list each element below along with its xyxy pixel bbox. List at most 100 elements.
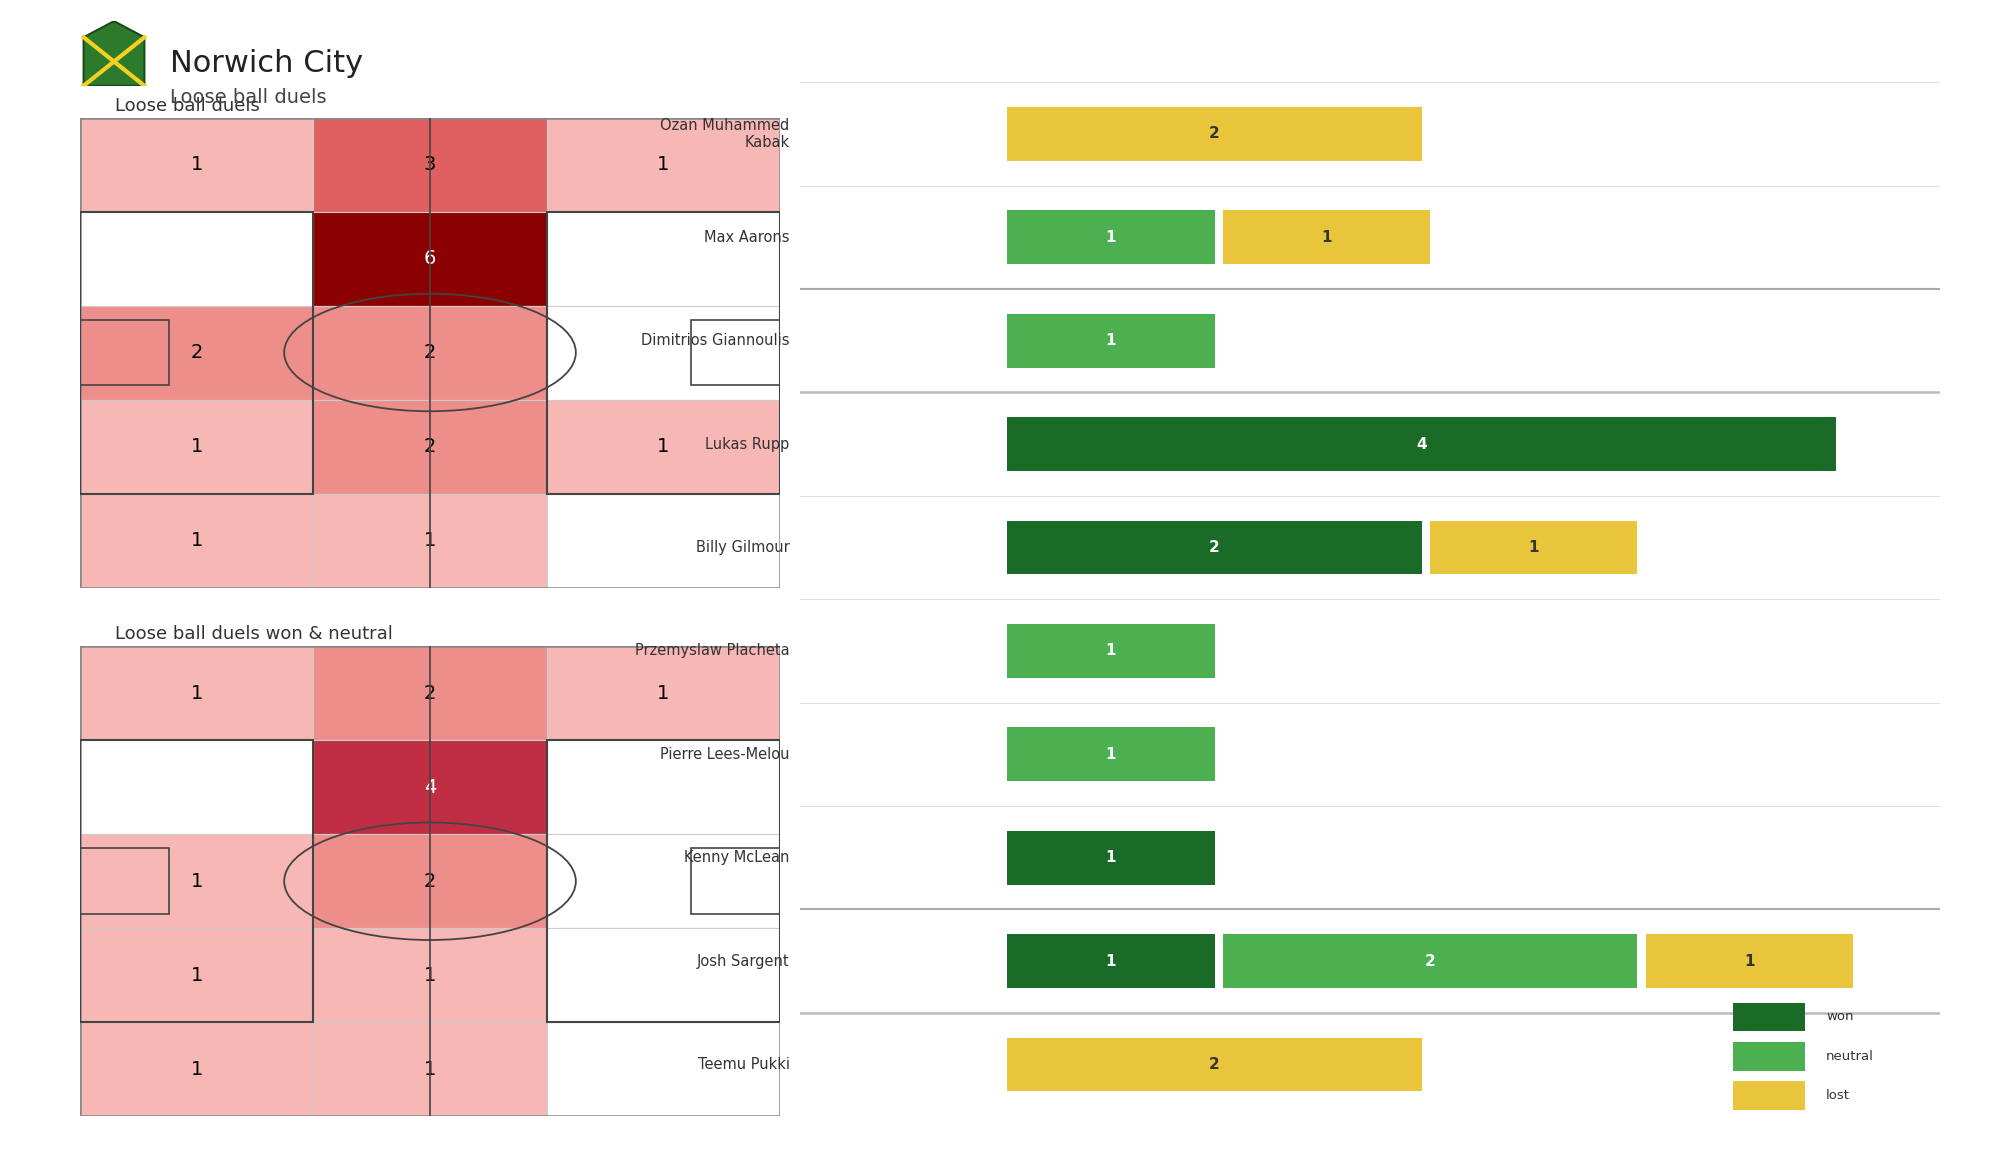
Bar: [546, 118, 780, 212]
Bar: [314, 118, 546, 212]
Text: lost: lost: [1826, 1089, 1850, 1102]
Bar: [314, 212, 546, 306]
Bar: [80, 740, 314, 834]
Text: Kenny McLean: Kenny McLean: [684, 851, 790, 865]
Bar: [1008, 210, 1214, 264]
Bar: [1646, 934, 1852, 988]
Text: Dimitrios Giannoulis: Dimitrios Giannoulis: [642, 334, 790, 348]
Text: 1: 1: [190, 155, 202, 174]
Bar: [546, 646, 780, 740]
Text: 2: 2: [1210, 127, 1220, 141]
Bar: [1732, 1081, 1806, 1110]
Bar: [546, 212, 780, 306]
Text: Ozan Muhammed
Kabak: Ozan Muhammed Kabak: [660, 118, 790, 150]
Text: 1: 1: [658, 684, 670, 703]
Bar: [80, 320, 168, 385]
Bar: [1008, 934, 1214, 988]
Bar: [546, 400, 780, 494]
Bar: [1732, 1042, 1806, 1070]
Text: Loose ball duels: Loose ball duels: [116, 96, 260, 114]
Text: 1: 1: [1322, 230, 1332, 244]
Text: 1: 1: [1106, 644, 1116, 658]
Text: 1: 1: [1106, 230, 1116, 244]
Bar: [1008, 107, 1422, 161]
Bar: [1008, 1038, 1422, 1092]
Bar: [80, 306, 314, 400]
Bar: [1008, 417, 1836, 471]
Bar: [80, 400, 314, 494]
Text: 1: 1: [190, 1060, 202, 1079]
Text: 1: 1: [190, 684, 202, 703]
Text: 2: 2: [190, 343, 202, 362]
Text: 1: 1: [1106, 954, 1116, 968]
Bar: [1008, 314, 1214, 368]
Bar: [1222, 934, 1638, 988]
Text: Norwich City: Norwich City: [170, 49, 364, 78]
Bar: [1008, 831, 1214, 885]
Text: 2: 2: [424, 437, 436, 456]
Text: 1: 1: [190, 531, 202, 550]
Text: Teemu Pukki: Teemu Pukki: [698, 1058, 790, 1072]
Bar: [546, 306, 780, 400]
Bar: [546, 740, 780, 1022]
Text: 2: 2: [1210, 1058, 1220, 1072]
Bar: [80, 646, 314, 740]
Text: 1: 1: [190, 872, 202, 891]
Text: 1: 1: [190, 437, 202, 456]
Text: 2: 2: [1424, 954, 1436, 968]
Bar: [80, 494, 314, 588]
Bar: [80, 740, 314, 1022]
Bar: [314, 928, 546, 1022]
Bar: [80, 118, 314, 212]
Text: 1: 1: [424, 531, 436, 550]
Text: 1: 1: [1528, 540, 1538, 555]
Bar: [80, 848, 168, 914]
Text: Loose ball duels: Loose ball duels: [170, 88, 326, 107]
Text: 2: 2: [424, 872, 436, 891]
Bar: [80, 212, 314, 306]
Text: 2: 2: [424, 343, 436, 362]
Bar: [80, 928, 314, 1022]
Bar: [1008, 521, 1422, 575]
Bar: [546, 928, 780, 1022]
Bar: [692, 320, 780, 385]
Bar: [692, 848, 780, 914]
Bar: [314, 400, 546, 494]
Bar: [546, 1022, 780, 1116]
Text: 2: 2: [424, 684, 436, 703]
Text: Max Aarons: Max Aarons: [704, 230, 790, 244]
Text: Josh Sargent: Josh Sargent: [698, 954, 790, 968]
Bar: [314, 834, 546, 928]
Bar: [80, 212, 314, 494]
Text: 3: 3: [424, 155, 436, 174]
Text: 1: 1: [1106, 334, 1116, 348]
Text: 1: 1: [1106, 747, 1116, 761]
Bar: [1008, 727, 1214, 781]
Text: 1: 1: [658, 437, 670, 456]
Text: Pierre Lees-Melou: Pierre Lees-Melou: [660, 747, 790, 761]
Bar: [1430, 521, 1638, 575]
Polygon shape: [84, 21, 144, 86]
Text: 4: 4: [424, 778, 436, 797]
Text: 1: 1: [424, 966, 436, 985]
Text: neutral: neutral: [1826, 1049, 1874, 1062]
Text: Billy Gilmour: Billy Gilmour: [696, 540, 790, 555]
Text: 4: 4: [1416, 437, 1428, 451]
Text: 1: 1: [658, 155, 670, 174]
Bar: [1222, 210, 1430, 264]
Text: Lukas Rupp: Lukas Rupp: [706, 437, 790, 451]
Bar: [314, 646, 546, 740]
Text: 1: 1: [1106, 851, 1116, 865]
Bar: [546, 740, 780, 834]
Text: 6: 6: [424, 249, 436, 268]
Bar: [1732, 1002, 1806, 1032]
Text: 2: 2: [1210, 540, 1220, 555]
Bar: [546, 212, 780, 494]
Bar: [80, 1022, 314, 1116]
Bar: [314, 740, 546, 834]
Text: 1: 1: [1744, 954, 1754, 968]
Text: Przemyslaw Placheta: Przemyslaw Placheta: [636, 644, 790, 658]
Text: 1: 1: [190, 966, 202, 985]
Bar: [314, 1022, 546, 1116]
Bar: [314, 494, 546, 588]
